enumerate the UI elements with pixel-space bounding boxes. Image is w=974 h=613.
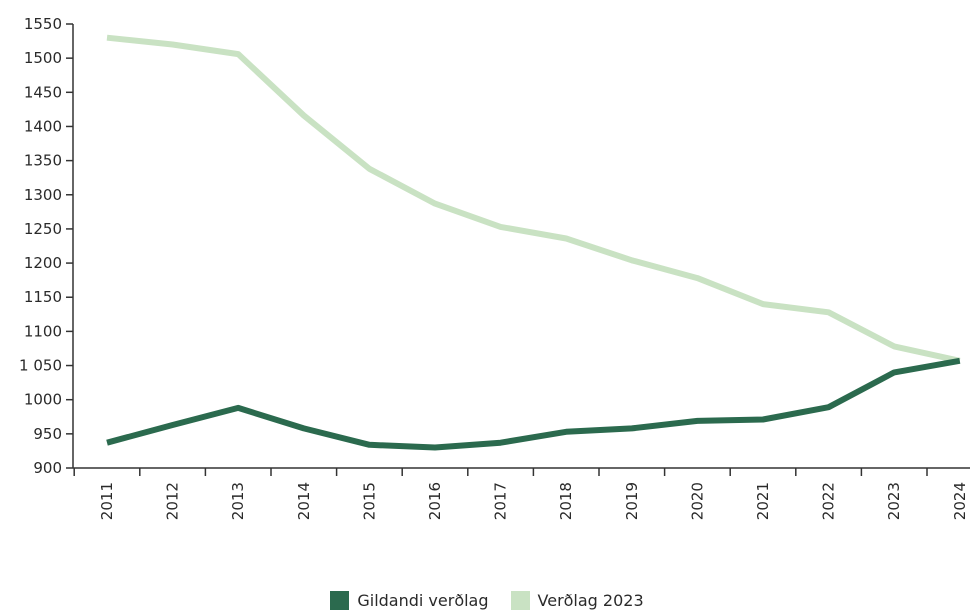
x-tick-label: 2021 [754, 482, 772, 520]
y-tick-label: 1 050 [19, 357, 62, 375]
legend-label-series-1: Gildandi verðlag [357, 590, 489, 610]
series-line-1 [106, 357, 961, 451]
x-tick-label: 2017 [492, 482, 510, 520]
y-tick-label: 1300 [24, 186, 62, 204]
x-tick-label: 2019 [623, 482, 641, 520]
x-tick-label: 2014 [295, 482, 313, 520]
y-tick-label: 900 [33, 459, 62, 477]
series-layer [106, 34, 961, 451]
x-axis: 2011 2012 2013 2014 2015 2016 2017 2018 2019 2020… [73, 467, 970, 520]
y-tick-label: 1000 [24, 391, 62, 409]
y-tick-label: 1450 [24, 83, 62, 101]
y-tick-label: 1150 [24, 288, 62, 306]
x-tick-label: 2011 [98, 482, 116, 520]
y-tick-label: 1200 [24, 254, 62, 272]
legend-swatch-series-2 [510, 590, 530, 610]
legend-item-series-1: Gildandi verðlag [330, 590, 489, 610]
series-line-2 [106, 34, 961, 364]
y-axis: 900 950 1000 1 050 1100 1150 1200 1250 1300 1350 1… [19, 15, 74, 477]
x-tick-label: 2018 [557, 482, 575, 520]
y-tick-label: 1350 [24, 152, 62, 170]
y-tick-label: 1400 [24, 117, 62, 135]
legend-label-series-2: Verðlag 2023 [537, 590, 644, 610]
y-tick-label: 1250 [24, 220, 62, 238]
x-tick-label: 2020 [688, 482, 706, 520]
x-tick-label: 2015 [360, 482, 378, 520]
legend-swatch-series-1 [330, 590, 350, 610]
y-tick-label: 1100 [24, 322, 62, 340]
x-tick-label: 2024 [951, 482, 969, 520]
x-tick-label: 2016 [426, 482, 444, 520]
line-chart: 900 950 1000 1 050 1100 1150 1200 1250 1300 1350 1… [19, 15, 970, 520]
y-tick-label: 950 [33, 425, 62, 443]
x-tick-label: 2023 [885, 482, 903, 520]
x-tick-label: 2022 [820, 482, 838, 520]
x-tick-label: 2013 [229, 482, 247, 520]
legend: Gildandi verðlag Verðlag 2023 [0, 588, 974, 612]
x-tick-label: 2012 [164, 482, 182, 520]
legend-item-series-2: Verðlag 2023 [510, 590, 644, 610]
y-tick-label: 1550 [24, 15, 62, 33]
y-tick-label: 1500 [24, 49, 62, 67]
